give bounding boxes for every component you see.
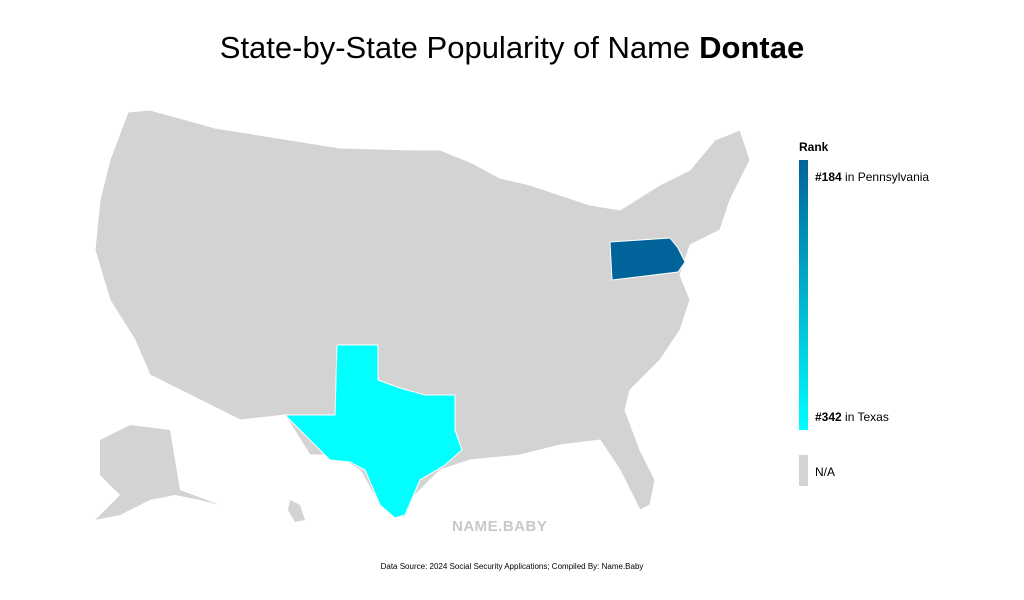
legend-na-swatch bbox=[799, 455, 808, 486]
usa bbox=[94, 109, 751, 519]
footer: Data Source: 2024 Social Security Applic… bbox=[380, 562, 644, 571]
legend-gradient bbox=[799, 160, 808, 430]
title: State-by-State Popularity of Name Dontae bbox=[0, 30, 1024, 66]
hawaii bbox=[288, 500, 305, 522]
pennsylvania bbox=[609, 237, 686, 281]
title-text: State-by-State Popularity of Name bbox=[219, 30, 691, 65]
legend-top: #184 in Pennsylvania bbox=[815, 170, 929, 184]
title-name: Dontae bbox=[699, 30, 805, 65]
texas bbox=[283, 344, 463, 519]
legend-na: N/A bbox=[815, 465, 836, 479]
watermark: NAME.BABY bbox=[452, 518, 548, 535]
alaska bbox=[95, 425, 220, 520]
legend-title: Rank bbox=[799, 140, 829, 154]
legend-bottom-state: in Texas bbox=[845, 410, 889, 424]
legend-bottom-rank: #342 bbox=[815, 410, 842, 424]
legend-bottom: #342 in Texas bbox=[815, 410, 889, 424]
legend-top-state: in Pennsylvania bbox=[845, 170, 930, 184]
legend-top-rank: #184 bbox=[815, 170, 842, 184]
